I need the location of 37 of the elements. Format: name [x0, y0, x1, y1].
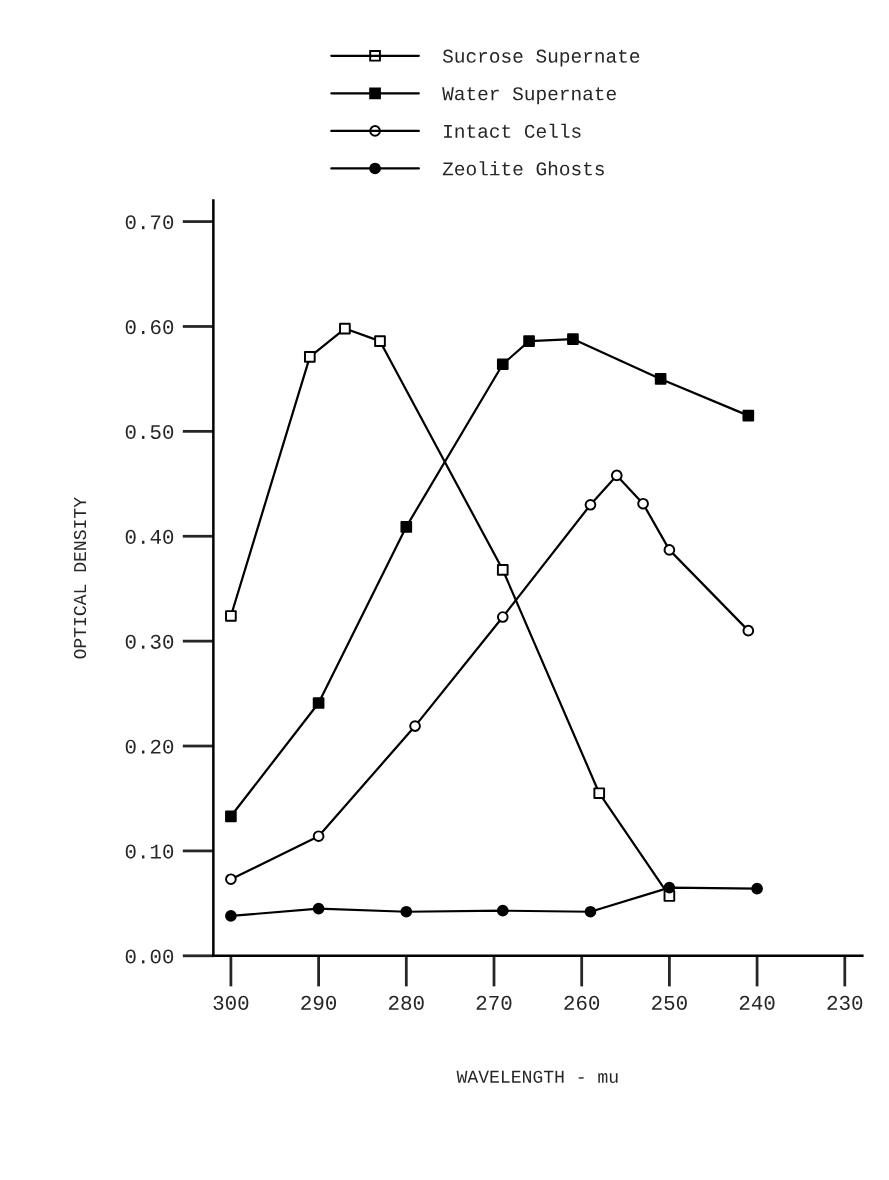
x-tick-label: 270: [476, 995, 512, 1010]
y-axis-title: OPTICAL DENSITY: [73, 497, 87, 659]
point: [593, 787, 606, 800]
x-tick-label: 230: [827, 995, 863, 1010]
legend-label: Sucrose Supernate: [442, 49, 640, 67]
y-tick-label: 0.70: [125, 215, 174, 230]
point: [663, 890, 676, 902]
point: [400, 520, 413, 533]
legend-label: Zeolite Ghosts: [442, 161, 604, 176]
y-tick-label: 0.00: [125, 949, 174, 964]
y-tick-label: 0.40: [125, 529, 174, 544]
x-tick-label: 280: [389, 995, 424, 1010]
y-tick-label: 0.60: [125, 320, 174, 335]
x-tick-label: 250: [652, 995, 687, 1010]
point: [742, 409, 755, 422]
legend-label: Water Supernate: [442, 87, 616, 105]
x-tick-label: 260: [564, 995, 600, 1010]
point: [225, 810, 237, 823]
x-tick-label: 300: [213, 995, 249, 1010]
point: [339, 322, 351, 335]
point: [567, 333, 579, 345]
point: [496, 563, 509, 576]
y-tick-label: 0.10: [125, 844, 174, 859]
y-tick-label: 0.30: [125, 634, 174, 649]
y-tick-label: 0.20: [125, 739, 174, 754]
y-tick-label: 0.50: [125, 424, 174, 440]
point: [225, 610, 237, 622]
point: [374, 335, 386, 347]
point: [304, 351, 316, 363]
point: [523, 335, 535, 347]
x-tick-label: 240: [739, 995, 775, 1010]
point: [496, 358, 509, 371]
point: [312, 697, 325, 709]
legend-label: Intact Cells: [444, 123, 581, 138]
point: [654, 373, 667, 385]
x-tick-label: 290: [301, 995, 337, 1010]
x-axis-title: WAVELENGTH - mu: [456, 1070, 618, 1083]
